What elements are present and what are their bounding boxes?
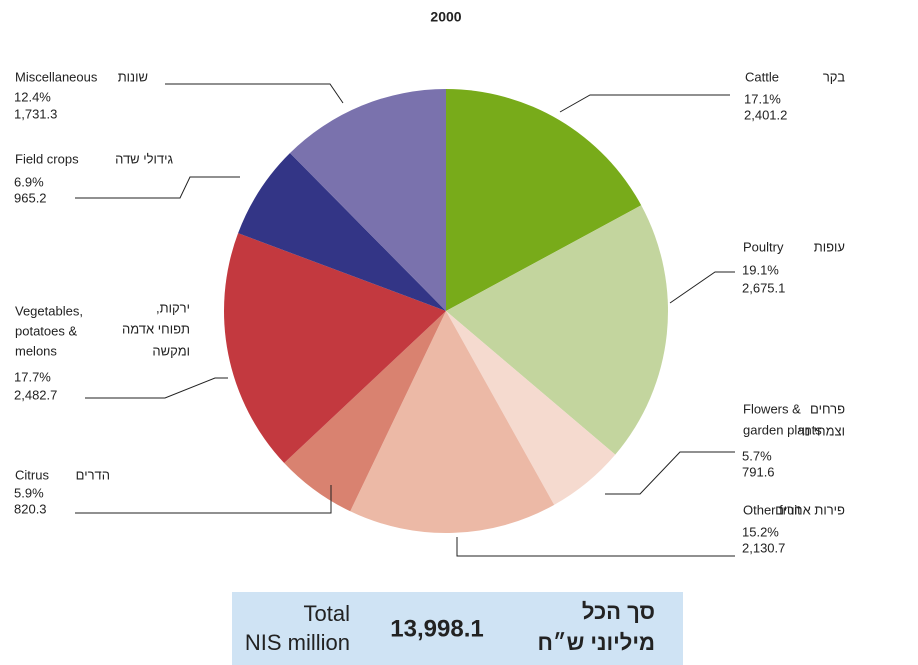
slice-label: Miscellaneous xyxy=(15,69,98,84)
slice-label: Other fruit xyxy=(743,502,801,517)
leader-line xyxy=(75,485,332,514)
leader-line xyxy=(75,176,240,199)
slice-label-he: ירקות, xyxy=(156,300,190,315)
leader-line xyxy=(456,537,735,557)
amount-label: 820.3 xyxy=(14,501,47,516)
leader-line xyxy=(605,451,735,495)
slice-label: Citrus xyxy=(15,467,49,482)
amount-label: 965.2 xyxy=(14,190,47,205)
slice-label-he: וצמחי נוי xyxy=(798,423,845,438)
percent-label: 12.4% xyxy=(14,89,51,104)
slice-label: Cattle xyxy=(745,69,779,84)
slice-label: Vegetables, xyxy=(15,303,83,318)
pie-slice xyxy=(223,233,446,463)
total-label-he: סך הכל xyxy=(582,599,655,624)
percent-label: 17.7% xyxy=(14,369,51,384)
leader-line xyxy=(165,83,344,104)
leader-line xyxy=(669,271,735,304)
slice-label: potatoes & xyxy=(15,323,77,338)
pie-slice xyxy=(350,311,555,533)
percent-label: 17.1% xyxy=(744,91,781,106)
slice-label-he: גידולי שדה xyxy=(115,151,173,166)
percent-label: 19.1% xyxy=(742,262,779,277)
slice-label: Field crops xyxy=(15,151,79,166)
pie-slice xyxy=(238,153,446,311)
total-label: NIS million xyxy=(245,630,350,655)
percent-label: 5.7% xyxy=(742,448,772,463)
pie-slice xyxy=(446,205,668,455)
amount-label: 2,675.1 xyxy=(742,280,785,295)
percent-label: 15.2% xyxy=(742,524,779,539)
slice-label-he: פירות אחרים xyxy=(775,502,845,517)
slice-label: Poultry xyxy=(743,239,784,254)
slice-label-he: הדרים xyxy=(76,467,110,482)
slice-label-he: שונות xyxy=(118,69,148,84)
amount-label: 791.6 xyxy=(742,464,775,479)
amount-label: 2,482.7 xyxy=(14,387,57,402)
pie-slice xyxy=(446,89,642,311)
total-value: 13,998.1 xyxy=(390,615,483,642)
slice-label-he: עופות xyxy=(814,239,845,254)
percent-label: 6.9% xyxy=(14,174,44,189)
total-label: Total xyxy=(304,601,350,626)
amount-label: 1,731.3 xyxy=(14,106,57,121)
total-label-he: מיליוני ש״ח xyxy=(537,630,655,655)
slice-label: melons xyxy=(15,343,57,358)
slice-label-he: ומקשה xyxy=(152,343,190,358)
amount-label: 2,401.2 xyxy=(744,107,787,122)
pie-slice xyxy=(446,311,616,505)
slice-label-he: פרחים xyxy=(810,401,845,416)
leader-line xyxy=(559,94,730,113)
slice-label-he: בקר xyxy=(823,69,845,84)
slice-label: Flowers & xyxy=(743,401,801,416)
pie-slice xyxy=(290,89,446,311)
amount-label: 2,130.7 xyxy=(742,540,785,555)
chart-title: 2000 xyxy=(430,9,461,25)
pie-slice xyxy=(284,311,446,512)
leader-line xyxy=(85,377,228,399)
total-box xyxy=(232,592,683,665)
percent-label: 5.9% xyxy=(14,485,44,500)
slice-label-he: תפוחי אדמה xyxy=(122,321,190,336)
slice-label: garden plants xyxy=(743,422,822,437)
